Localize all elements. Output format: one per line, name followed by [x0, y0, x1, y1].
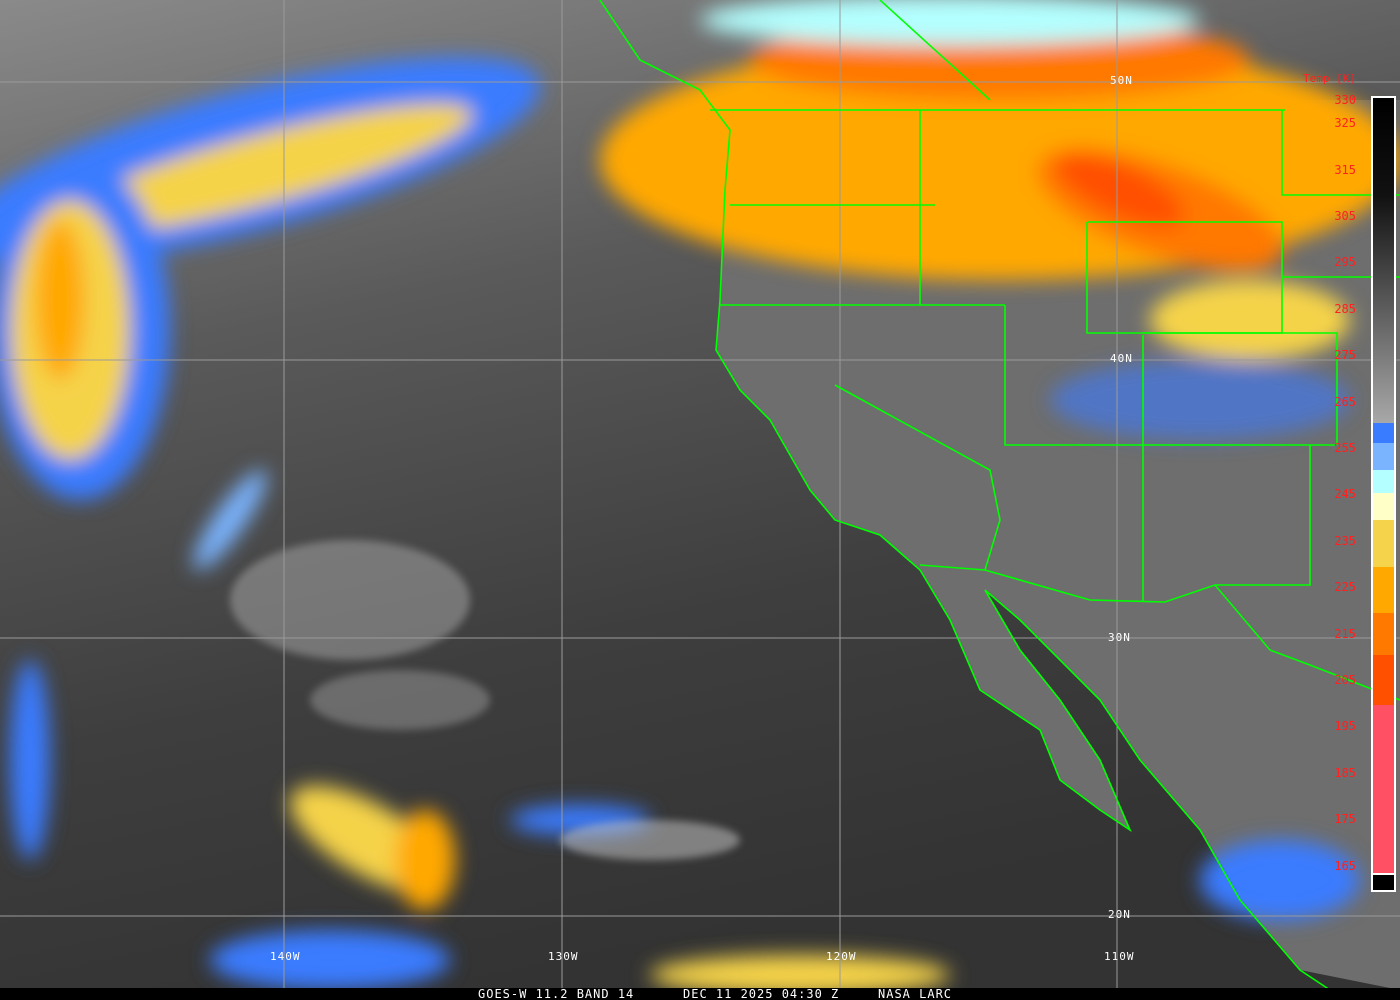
colorbar-tick-label: 285 [1334, 301, 1356, 316]
thin-clouds [230, 540, 740, 860]
coastline [599, 0, 1331, 991]
colorbar-tick-label: 330 [1334, 93, 1356, 107]
colorbar-title: Temp [K] [1303, 72, 1356, 85]
colorbar-tick-label: 185 [1334, 765, 1356, 780]
colorbar-tick-label: 165 [1334, 858, 1356, 873]
caption-product: GOES-W 11.2 BAND 14 [478, 987, 635, 1000]
lat-label: 40N [1110, 352, 1133, 365]
lon-label: 130W [548, 950, 579, 963]
colorbar-tick-label: 215 [1334, 626, 1356, 641]
lon-label: 120W [826, 950, 857, 963]
colorbar-tick-label: 265 [1334, 394, 1356, 409]
colorbar-tick-label: 225 [1334, 580, 1356, 595]
colorbar-tick-label: 275 [1334, 348, 1356, 363]
colorbar-tick-label: 175 [1334, 812, 1356, 827]
boundaries [599, 0, 1400, 991]
temperature-colorbar [1371, 96, 1396, 892]
colorbar-tick-label: 195 [1334, 719, 1356, 734]
lat-label: 50N [1110, 74, 1133, 87]
colorbar-tick-label: 235 [1334, 533, 1356, 548]
colorbar-tick-label: 255 [1334, 441, 1356, 455]
caption-datetime: DEC 11 2025 04:30 Z [683, 987, 840, 1000]
colorbar-tick-label: 305 [1334, 209, 1356, 223]
colorbar-tick-label: 245 [1334, 487, 1356, 502]
lon-label: 110W [1104, 950, 1135, 963]
lon-label: 140W [270, 950, 301, 963]
lat-label: 30N [1108, 631, 1131, 644]
caption-source: NASA LARC [878, 987, 953, 1000]
lat-label: 20N [1108, 908, 1131, 921]
colorbar-tick-label: 205 [1334, 673, 1356, 687]
colorbar-tick-label: 325 [1334, 116, 1356, 131]
image-caption: GOES-W 11.2 BAND 14 DEC 11 2025 04:30 Z … [0, 988, 1400, 1000]
colorbar-tick-label: 295 [1334, 255, 1356, 270]
colorbar-tick-label: 315 [1334, 162, 1356, 177]
